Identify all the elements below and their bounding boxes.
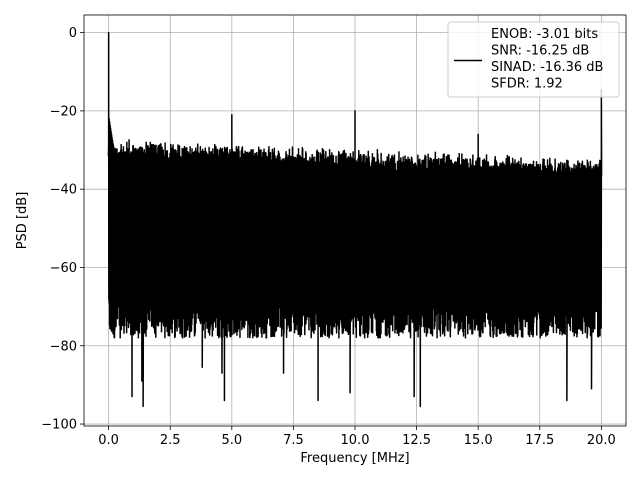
y-tick-label: −100 <box>41 418 77 433</box>
legend-entry-snr: SNR: -16.25 dB <box>491 44 589 59</box>
legend-entry-enob: ENOB: -3.01 bits <box>491 27 598 42</box>
y-tick-label: −80 <box>50 339 77 354</box>
legend-box <box>447 21 620 98</box>
x-tick-label: 0.0 <box>98 433 119 448</box>
x-tick-label: 2.5 <box>160 433 181 448</box>
x-tick-label: 5.0 <box>221 433 242 448</box>
x-axis-ticks: 0.0 2.5 5.0 7.5 10.0 12.5 15.0 17.5 20.0 <box>98 426 616 448</box>
legend-entry-sinad: SINAD: -16.36 dB <box>491 60 603 75</box>
y-axis-ticks: 0 −20 −40 −60 −80 −100 <box>41 26 84 433</box>
x-tick-label: 12.5 <box>402 433 431 448</box>
y-tick-label: −60 <box>50 261 77 276</box>
psd-series-line <box>107 31 603 408</box>
x-tick-label: 15.0 <box>464 433 493 448</box>
x-tick-label: 10.0 <box>341 433 370 448</box>
x-axis-label: Frequency [MHz] <box>300 451 409 466</box>
legend-entry-sfdr: SFDR: 1.92 <box>491 77 563 92</box>
legend: ENOB: -3.01 bits SNR: -16.25 dB SINAD: -… <box>447 21 620 98</box>
y-axis-label: PSD [dB] <box>15 192 30 250</box>
x-tick-label: 17.5 <box>525 433 554 448</box>
plot-area <box>107 31 603 408</box>
y-tick-label: −40 <box>50 183 77 198</box>
y-tick-label: −20 <box>50 104 77 119</box>
x-tick-label: 7.5 <box>283 433 304 448</box>
x-tick-label: 20.0 <box>587 433 616 448</box>
y-tick-label: 0 <box>69 26 77 41</box>
